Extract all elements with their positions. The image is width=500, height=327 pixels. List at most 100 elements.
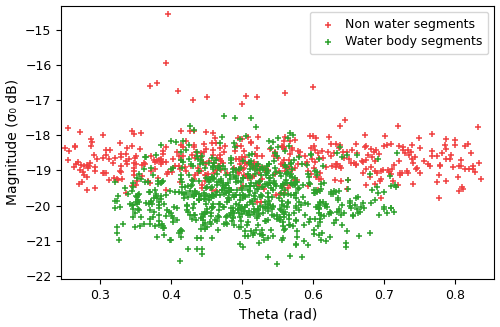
Water body segments [232,174,239,179]
Water body segments [222,191,230,196]
Non water segments [288,145,296,150]
Non water segments [65,148,73,153]
Non water segments [294,161,302,166]
Water body segments [216,201,224,207]
Water body segments [144,179,152,184]
Water body segments [186,212,194,217]
Water body segments [256,173,264,178]
Water body segments [230,222,238,227]
Water body segments [204,225,212,230]
Water body segments [321,204,329,209]
Non water segments [64,126,72,131]
Water body segments [131,210,139,215]
Non water segments [78,180,86,185]
Water body segments [280,212,288,217]
Water body segments [230,195,238,200]
Non water segments [307,171,315,177]
Water body segments [129,184,137,190]
Water body segments [253,216,261,221]
Non water segments [236,161,244,166]
Water body segments [334,188,342,193]
Non water segments [64,158,72,163]
Water body segments [380,204,388,209]
Water body segments [240,194,248,199]
Water body segments [135,207,143,213]
Water body segments [150,196,158,201]
Non water segments [368,154,376,160]
Non water segments [286,152,294,157]
Water body segments [159,225,167,230]
Non water segments [132,153,140,158]
Water body segments [184,183,192,189]
Water body segments [178,227,186,232]
Water body segments [289,132,297,137]
Water body segments [242,134,250,139]
Non water segments [306,134,314,139]
Non water segments [202,172,210,177]
Water body segments [201,196,209,201]
Non water segments [216,153,224,158]
Water body segments [229,214,237,219]
Water body segments [314,223,322,228]
Non water segments [403,168,411,173]
Non water segments [238,101,246,106]
Water body segments [128,203,136,208]
Water body segments [387,206,395,211]
Non water segments [312,136,320,141]
Non water segments [164,170,172,175]
Non water segments [198,182,206,187]
Water body segments [212,158,220,163]
Water body segments [312,187,320,193]
Water body segments [196,169,203,174]
Water body segments [295,207,303,212]
Non water segments [383,143,391,148]
Water body segments [140,221,147,226]
Non water segments [280,191,287,196]
Water body segments [281,187,289,193]
Water body segments [154,181,162,187]
Water body segments [160,232,168,237]
Non water segments [202,162,210,167]
Water body segments [394,150,402,156]
Water body segments [148,198,156,203]
Water body segments [216,167,224,172]
Non water segments [285,165,293,170]
Water body segments [248,151,256,156]
Non water segments [248,163,256,168]
Water body segments [264,195,272,200]
Non water segments [210,170,218,175]
Water body segments [223,214,231,219]
Water body segments [149,172,157,178]
Non water segments [244,161,252,166]
Water body segments [218,134,226,139]
Water body segments [290,211,298,216]
Water body segments [270,140,278,145]
Non water segments [158,148,166,154]
Water body segments [193,235,201,240]
Water body segments [113,231,121,236]
Water body segments [176,228,184,233]
Non water segments [156,157,164,162]
Water body segments [264,235,272,241]
Non water segments [133,179,141,184]
Non water segments [332,164,340,170]
Non water segments [426,164,434,169]
Non water segments [146,169,154,174]
Water body segments [166,189,174,194]
Non water segments [217,158,225,164]
Water body segments [272,165,280,170]
Non water segments [398,171,406,176]
Water body segments [136,223,144,229]
Water body segments [240,208,248,213]
Water body segments [264,182,272,188]
Water body segments [342,245,350,250]
Water body segments [268,212,276,217]
Non water segments [200,141,207,146]
Water body segments [142,154,150,160]
Non water segments [409,160,417,165]
Non water segments [216,163,224,168]
Non water segments [288,167,296,173]
Water body segments [210,204,218,209]
Water body segments [278,237,286,242]
Non water segments [347,161,355,166]
